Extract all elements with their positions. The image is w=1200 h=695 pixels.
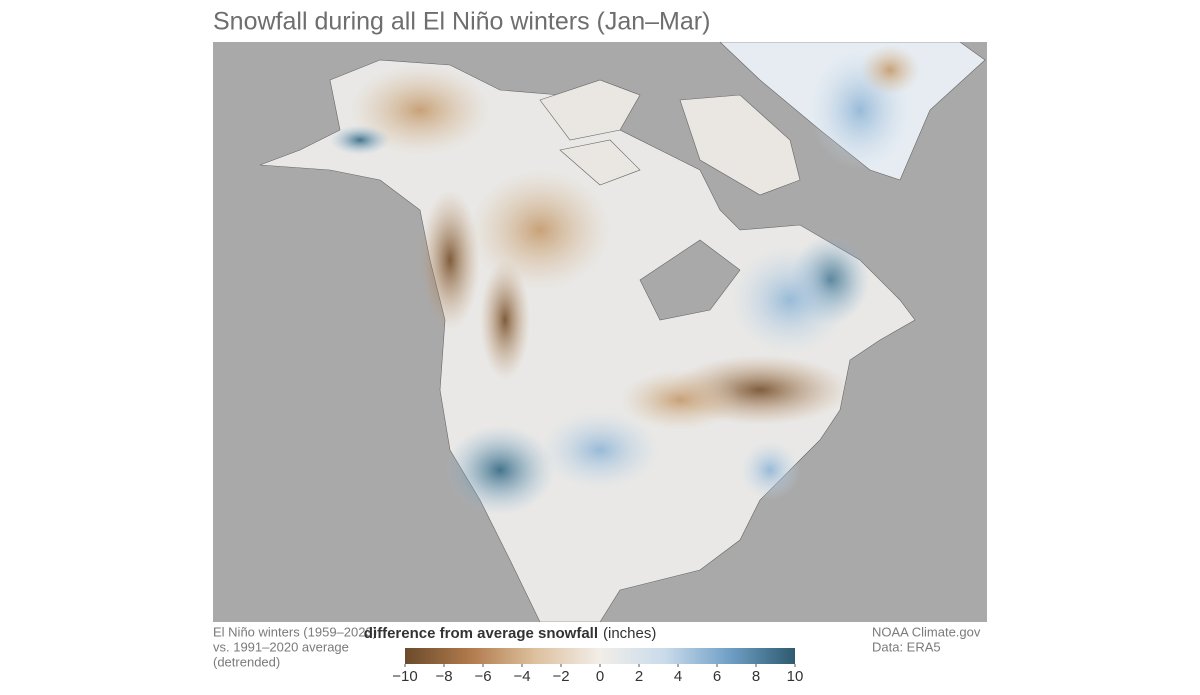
- colorbar-tick-label: 2: [635, 668, 643, 685]
- note-line: vs. 1991–2020 average: [213, 639, 349, 654]
- credit: Data: ERA5: [872, 639, 941, 654]
- colorbar-tick-label: −4: [513, 668, 530, 685]
- note-line: El Niño winters (1959–2023): [213, 624, 377, 639]
- colorbar-tick-label: 4: [674, 668, 682, 685]
- legend-title: difference from average snowfall: [364, 625, 598, 642]
- colorbar: [405, 648, 795, 664]
- credit: NOAA Climate.gov: [872, 624, 981, 639]
- footer: El Niño winters (1959–2023) vs. 1991–202…: [213, 624, 981, 669]
- colorbar-tick-label: 0: [596, 668, 604, 685]
- colorbar-tick-label: −8: [435, 668, 452, 685]
- colorbar-tick-label: 10: [787, 668, 804, 685]
- colorbar-tick-label: −2: [552, 668, 569, 685]
- note-line: (detrended): [213, 654, 280, 669]
- legend-unit: (inches): [603, 625, 656, 642]
- colorbar-tick-label: −10: [392, 668, 417, 685]
- colorbar-tick-label: −6: [474, 668, 491, 685]
- colorbar-tick-label: 8: [752, 668, 760, 685]
- map: [213, 42, 987, 622]
- colorbar-tick-label: 6: [713, 668, 721, 685]
- title: Snowfall during all El Niño winters (Jan…: [213, 8, 710, 36]
